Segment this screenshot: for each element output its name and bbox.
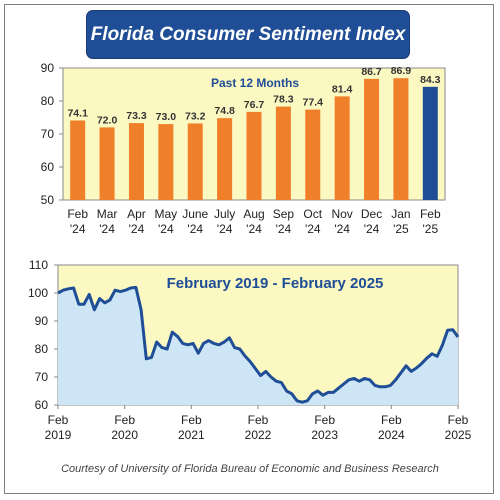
bar [393,78,409,200]
line-x-tick-label: Feb [114,413,135,427]
line-y-tick-label: 100 [28,286,48,300]
bar-x-tick-label: Feb [67,207,88,221]
bar-x-tick-label: Mar [97,207,118,221]
bar-x-axis: Feb'24Mar'24Apr'24May'24June'24July'24Au… [67,207,441,236]
bar-data-label: 72.0 [97,114,118,126]
line-y-tick-label: 60 [35,398,49,412]
bar-x-tick-label: June [182,207,208,221]
line-x-tick-label: Feb [248,413,269,427]
line-x-tick-label: 2023 [311,428,338,442]
bar-data-label: 86.7 [361,66,382,78]
bar-chart-annotation: Past 12 Months [211,76,299,90]
bar-x-tick-label: '24 [99,222,115,236]
bar-x-tick-label: '25 [393,222,409,236]
line-x-tick-label: 2019 [45,428,72,442]
sentiment-area-fill [58,287,458,405]
bar-x-tick-label: Dec [361,207,382,221]
bar [99,127,115,200]
line-x-tick-label: 2021 [178,428,205,442]
line-chart-title: February 2019 - February 2025 [167,275,384,292]
line-x-tick-label: Feb [381,413,402,427]
bar [364,78,380,200]
bar-x-tick-label: Sep [273,207,295,221]
line-x-axis: Feb2019Feb2020Feb2021Feb2022Feb2023Feb20… [45,405,472,442]
source-credit: Courtesy of University of Florida Bureau… [61,463,439,475]
bar-x-tick-label: '24 [334,222,350,236]
bar [246,111,262,200]
bar-x-tick-label: '24 [187,222,203,236]
bar-x-tick-label: May [155,207,178,221]
line-y-tick-label: 90 [35,314,49,328]
bar [217,118,233,200]
bar [422,86,438,200]
bar-data-label: 74.8 [214,105,235,117]
bar-x-tick-label: Feb [420,207,441,221]
bar [187,123,203,200]
bar-data-label: 73.3 [126,110,147,122]
line-x-tick-label: 2024 [378,428,405,442]
line-x-tick-label: 2022 [245,428,272,442]
bar [275,106,291,200]
bar-x-tick-label: '24 [305,222,321,236]
bar-x-tick-label: Apr [127,207,146,221]
line-x-tick-label: Feb [448,413,469,427]
bar [70,120,86,200]
bar-x-tick-label: '24 [158,222,174,236]
bar-data-label: 77.4 [303,97,324,109]
bar-series: 74.1 72.0 73.3 73.0 73.2 74.8 76.7 78.3 77.4 81.4… [67,65,441,200]
bar-x-tick-label: '24 [276,222,292,236]
bar-x-tick-label: '25 [422,222,438,236]
bar-x-tick-label: '24 [129,222,145,236]
bar-x-tick-label: '24 [364,222,380,236]
bar-y-tick-label: 70 [41,127,55,141]
bar [158,124,174,200]
bar-x-tick-label: '24 [246,222,262,236]
bar [128,123,144,200]
bar-data-label: 73.2 [185,110,206,122]
bar-x-tick-label: '24 [217,222,233,236]
bar-x-tick-label: Nov [331,207,352,221]
line-x-tick-label: Feb [181,413,202,427]
line-x-tick-label: Feb [314,413,335,427]
line-x-tick-label: 2025 [445,428,472,442]
bar-y-tick-label: 60 [41,160,55,174]
bar [305,109,321,200]
bar-y-tick-label: 50 [41,193,55,207]
bar [334,96,350,200]
page-title: Florida Consumer Sentiment Index [86,10,410,59]
bar-y-axis: 50 60 70 80 90 [41,61,63,207]
bar-x-tick-label: '24 [70,222,86,236]
bar-data-label: 78.3 [273,94,294,106]
bar-data-label: 81.4 [332,83,353,95]
bar-data-label: 74.1 [67,107,88,119]
line-y-tick-label: 70 [35,370,49,384]
bar-data-label: 73.0 [156,111,177,123]
bar-y-tick-label: 80 [41,94,55,108]
line-x-tick-label: 2020 [111,428,138,442]
chart-frame [4,4,494,494]
bar-x-tick-label: Oct [303,207,322,221]
sentiment-line [57,285,460,404]
bar-x-tick-label: Jan [391,207,410,221]
line-y-tick-label: 80 [35,342,49,356]
line-x-tick-label: Feb [48,413,69,427]
bar-y-tick-label: 90 [41,61,55,75]
line-y-tick-label: 110 [29,258,48,272]
bar-data-label: 86.9 [391,65,412,77]
bar-x-tick-label: Aug [243,207,264,221]
bar-data-label: 76.7 [244,99,265,111]
line-y-axis: 60 70 80 90 100 110 [28,258,58,412]
bar-x-tick-label: July [214,207,235,221]
bar-data-label: 84.3 [420,74,441,86]
